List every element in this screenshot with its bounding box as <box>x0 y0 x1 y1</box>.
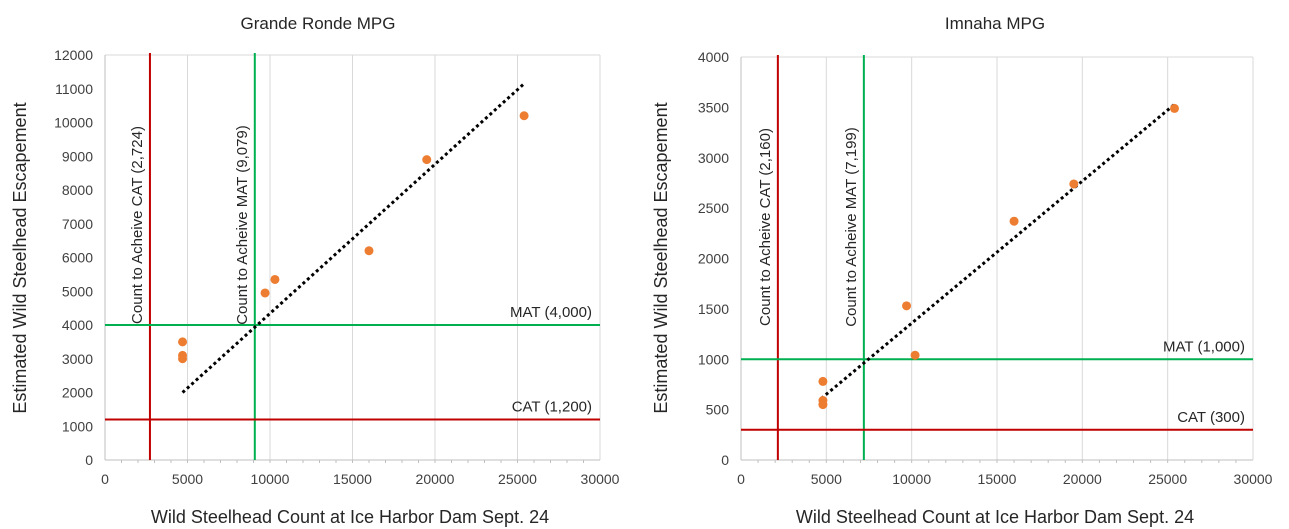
x-tick-label: 15000 <box>333 471 372 487</box>
y-tick-label: 11000 <box>55 81 93 97</box>
data-point <box>1009 216 1019 226</box>
trendline <box>820 103 1176 400</box>
x-tick-label: 15000 <box>978 471 1017 487</box>
reference-line-label: CAT (300) <box>1177 409 1245 426</box>
x-tick-label: 0 <box>101 471 109 487</box>
y-axis-title: Estimated Wild Steelhead Escapement <box>651 102 671 413</box>
data-point <box>260 288 270 298</box>
reference-line-label: Count to Acheive MAT (9,079) <box>234 125 251 325</box>
y-tick-label: 9000 <box>62 148 93 164</box>
x-tick-label: 30000 <box>581 471 620 487</box>
data-point <box>818 376 828 386</box>
x-tick-label: 30000 <box>1234 471 1273 487</box>
data-point <box>364 246 374 256</box>
trendline <box>181 82 526 394</box>
y-tick-label: 1000 <box>698 351 729 367</box>
x-tick-label: 5000 <box>811 471 842 487</box>
y-tick-label: 10000 <box>54 115 93 131</box>
reference-line-label: Count to Acheive CAT (2,724) <box>129 126 146 324</box>
data-point <box>270 274 280 284</box>
data-point <box>178 337 188 347</box>
y-tick-label: 2000 <box>698 251 729 267</box>
data-point <box>1169 103 1179 113</box>
y-tick-label: 0 <box>85 452 93 468</box>
data-point <box>902 301 912 311</box>
x-tick-label: 25000 <box>1148 471 1187 487</box>
x-tick-label: 25000 <box>498 471 537 487</box>
reference-line-label: MAT (4,000) <box>510 304 592 321</box>
x-tick-label: 0 <box>737 471 745 487</box>
y-tick-label: 7000 <box>62 216 93 232</box>
y-tick-label: 6000 <box>62 250 93 266</box>
reference-line-label: CAT (1,200) <box>512 399 592 416</box>
y-axis-title: Estimated Wild Steelhead Escapement <box>10 102 30 413</box>
data-point <box>1069 179 1079 189</box>
chart-imnaha: 0 5000 10000 15000 20000 25000 30000 0 500 1000 15… <box>651 14 1273 527</box>
y-tick-label: 500 <box>706 402 730 418</box>
y-tick-label: 12000 <box>54 47 93 63</box>
x-tick-label: 5000 <box>172 471 203 487</box>
y-tick-label: 4000 <box>698 49 729 65</box>
chart-grande-ronde: 0 5000 10000 15000 20000 25000 30000 0 1000 2000 3… <box>10 14 620 527</box>
x-axis-title: Wild Steelhead Count at Ice Harbor Dam S… <box>796 507 1194 527</box>
y-tick-label: 1500 <box>698 301 729 317</box>
y-tick-label: 4000 <box>62 317 93 333</box>
y-tick-label: 5000 <box>62 283 93 299</box>
data-point <box>178 354 188 364</box>
x-tick-label: 10000 <box>251 471 290 487</box>
y-tick-label: 0 <box>721 452 729 468</box>
chart-title: Imnaha MPG <box>945 14 1045 33</box>
x-tick-label: 20000 <box>416 471 455 487</box>
y-tick-label: 8000 <box>62 182 93 198</box>
x-tick-label: 20000 <box>1063 471 1102 487</box>
y-tick-label: 3000 <box>62 351 93 367</box>
y-tick-label: 2000 <box>62 385 93 401</box>
y-tick-label: 3000 <box>698 150 729 166</box>
reference-line-label: MAT (1,000) <box>1163 338 1245 355</box>
chart-title: Grande Ronde MPG <box>241 14 396 33</box>
y-tick-label: 3500 <box>698 99 729 115</box>
y-tick-label: 2500 <box>698 200 729 216</box>
data-point <box>910 350 920 360</box>
x-tick-label: 10000 <box>892 471 931 487</box>
reference-line-label: Count to Acheive MAT (7,199) <box>843 127 860 327</box>
y-tick-label: 1000 <box>62 418 93 434</box>
data-point <box>818 400 828 410</box>
x-axis-title: Wild Steelhead Count at Ice Harbor Dam S… <box>151 507 549 527</box>
data-point <box>422 155 432 165</box>
reference-line-label: Count to Acheive CAT (2,160) <box>757 128 774 326</box>
data-point <box>519 111 529 121</box>
